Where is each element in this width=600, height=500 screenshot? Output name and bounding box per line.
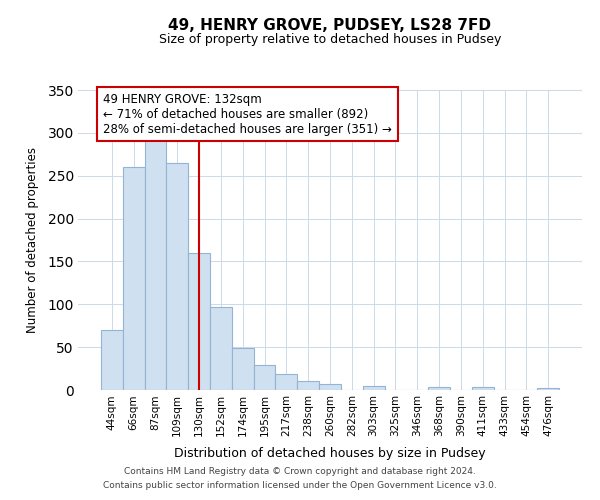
Bar — [297, 382, 319, 390]
Bar — [537, 388, 559, 390]
Bar — [145, 139, 166, 390]
Text: 49 HENRY GROVE: 132sqm
← 71% of detached houses are smaller (892)
28% of semi-de: 49 HENRY GROVE: 132sqm ← 71% of detached… — [103, 92, 392, 136]
Bar — [188, 253, 210, 390]
Bar — [232, 348, 254, 390]
Bar — [254, 365, 275, 390]
Bar — [123, 167, 145, 390]
Bar — [428, 388, 450, 390]
Bar — [472, 388, 494, 390]
Bar — [275, 374, 297, 390]
Text: 49, HENRY GROVE, PUDSEY, LS28 7FD: 49, HENRY GROVE, PUDSEY, LS28 7FD — [169, 18, 491, 32]
Bar — [210, 307, 232, 390]
Bar — [363, 386, 385, 390]
Text: Contains HM Land Registry data © Crown copyright and database right 2024.
Contai: Contains HM Land Registry data © Crown c… — [103, 467, 497, 490]
X-axis label: Distribution of detached houses by size in Pudsey: Distribution of detached houses by size … — [174, 448, 486, 460]
Y-axis label: Number of detached properties: Number of detached properties — [26, 147, 39, 333]
Text: Size of property relative to detached houses in Pudsey: Size of property relative to detached ho… — [159, 32, 501, 46]
Bar — [166, 163, 188, 390]
Bar — [101, 330, 123, 390]
Bar — [319, 384, 341, 390]
